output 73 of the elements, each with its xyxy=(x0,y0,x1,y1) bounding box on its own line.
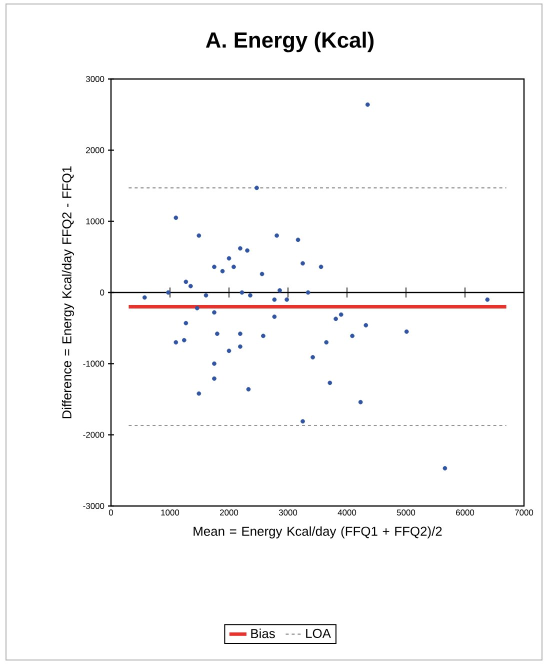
x-tick-label: 1000 xyxy=(161,510,180,516)
point xyxy=(212,361,216,366)
point xyxy=(245,248,250,253)
y-tick-label: -3000 xyxy=(83,503,104,509)
point xyxy=(184,320,188,326)
point xyxy=(310,355,315,360)
legend-label: LOA xyxy=(306,628,331,638)
point xyxy=(300,261,305,266)
point xyxy=(212,310,216,315)
point xyxy=(296,238,300,242)
point xyxy=(328,380,332,386)
point xyxy=(196,391,202,396)
point xyxy=(404,329,409,334)
point xyxy=(226,256,232,261)
point xyxy=(284,297,290,302)
point xyxy=(194,306,200,310)
point xyxy=(142,295,147,300)
point xyxy=(220,268,225,274)
point xyxy=(442,466,448,470)
point xyxy=(485,297,490,302)
y-tick-label: 3000 xyxy=(86,76,104,82)
point xyxy=(184,280,188,284)
point xyxy=(238,332,242,336)
point xyxy=(204,293,208,298)
point xyxy=(261,334,266,338)
point xyxy=(232,264,236,270)
point xyxy=(306,290,310,295)
point xyxy=(358,400,363,404)
point xyxy=(318,264,324,270)
point xyxy=(174,216,178,220)
y-tick-label: 1000 xyxy=(86,218,104,224)
y-tick-label: 2000 xyxy=(86,147,104,154)
point xyxy=(212,264,216,270)
point xyxy=(350,334,355,338)
chart-title: A. Energy (Kcal) xyxy=(206,32,374,52)
x-tick-label: 0 xyxy=(108,510,114,516)
y-tick-label: 0 xyxy=(100,290,104,296)
point xyxy=(365,102,370,107)
point xyxy=(254,186,259,190)
point xyxy=(212,376,216,381)
point xyxy=(166,290,170,295)
point xyxy=(240,290,244,295)
x-tick-label: 3000 xyxy=(278,510,298,516)
y-tick-label: -2000 xyxy=(83,432,104,438)
y-axis-title: Difference = Energy Kcal/day FFQ2 - FFQ1 xyxy=(62,166,74,418)
point xyxy=(278,288,282,293)
point xyxy=(274,233,279,238)
point xyxy=(338,312,344,317)
x-tick-label: 2000 xyxy=(220,510,238,516)
point xyxy=(364,323,368,328)
point xyxy=(215,332,220,336)
point xyxy=(174,340,178,345)
x-tick-label: 4000 xyxy=(338,510,356,516)
point xyxy=(260,272,264,276)
point xyxy=(238,344,242,349)
point xyxy=(334,316,338,322)
point xyxy=(324,340,329,345)
x-axis-title: Mean = Energy Kcal/day (FFQ1 + FFQ2)/2 xyxy=(194,526,442,538)
y-tick-label: -1000 xyxy=(83,360,104,367)
point xyxy=(272,314,277,319)
point xyxy=(188,284,193,288)
point xyxy=(238,246,242,251)
x-tick-label: 7000 xyxy=(515,510,534,516)
point xyxy=(226,348,232,354)
x-tick-label: 6000 xyxy=(456,510,474,516)
point xyxy=(182,338,186,342)
point xyxy=(300,419,305,424)
point xyxy=(248,293,252,298)
point xyxy=(196,233,202,238)
point xyxy=(246,387,251,392)
point xyxy=(272,297,277,302)
legend-label: Bias xyxy=(251,628,275,638)
x-tick-label: 5000 xyxy=(396,510,416,516)
